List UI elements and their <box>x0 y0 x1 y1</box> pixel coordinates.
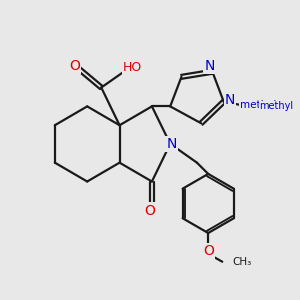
Text: HO: HO <box>123 61 142 74</box>
Text: N: N <box>225 93 235 107</box>
Text: O: O <box>203 244 214 258</box>
Text: methyl: methyl <box>240 100 277 110</box>
Text: N: N <box>204 58 215 73</box>
Text: O: O <box>69 59 80 73</box>
Text: methyl: methyl <box>260 101 293 111</box>
Text: CH₃: CH₃ <box>232 257 251 267</box>
Text: N: N <box>167 137 177 151</box>
Text: O: O <box>144 203 155 218</box>
